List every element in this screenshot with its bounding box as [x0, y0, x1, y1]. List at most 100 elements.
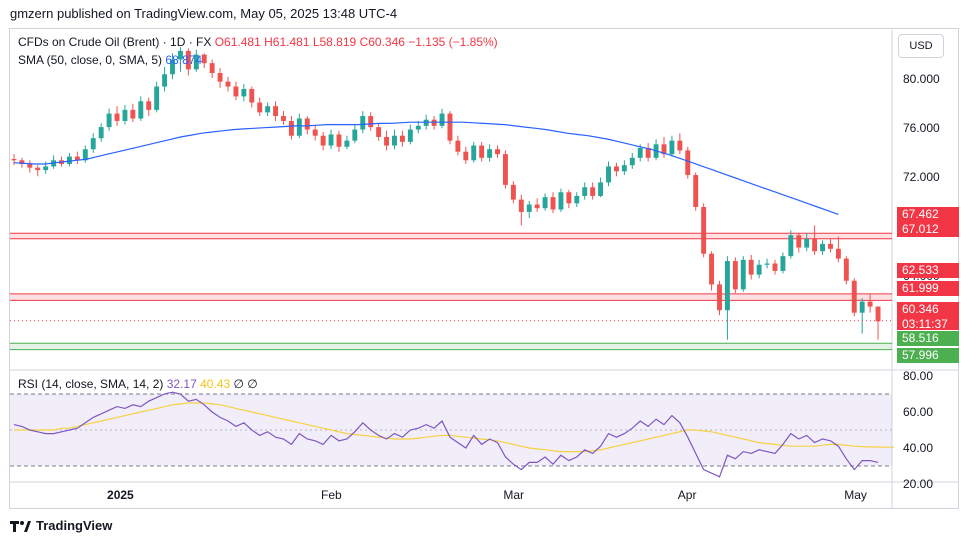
candle: [685, 146, 691, 179]
candle-body: [273, 106, 279, 117]
candle-body: [661, 144, 667, 155]
candle: [114, 106, 120, 126]
high-value: H61.481: [264, 35, 310, 49]
level-price-tag: 67.012: [897, 222, 959, 237]
candle-body: [217, 73, 223, 82]
candle-body: [542, 197, 548, 209]
candle: [122, 104, 128, 125]
level-zones: [10, 232, 892, 351]
candle-body: [384, 136, 390, 146]
candle: [526, 200, 532, 219]
candle: [384, 130, 390, 151]
sma-label: SMA (50, close, 0, SMA, 5): [18, 53, 163, 67]
candle-body: [748, 259, 754, 275]
candle: [510, 181, 516, 204]
candle-body: [526, 204, 532, 212]
candle: [740, 256, 746, 292]
candle-body: [637, 147, 643, 158]
grid-lines: [10, 30, 958, 508]
rsi-legend[interactable]: RSI (14, close, SMA, 14, 2) 32.17 40.43 …: [18, 377, 258, 391]
candle: [796, 232, 802, 253]
candle-body: [296, 118, 302, 136]
resistance-zone-upper: [10, 233, 892, 239]
level-price-tag: 62.533: [897, 263, 959, 278]
candle: [328, 129, 334, 150]
candle: [828, 238, 833, 253]
candle: [407, 124, 413, 145]
candle: [732, 257, 738, 294]
candle-body: [645, 147, 651, 158]
candle-body: [558, 192, 564, 210]
candle-body: [479, 145, 485, 158]
candle: [606, 161, 611, 187]
candle-body: [138, 101, 144, 119]
candle: [399, 130, 405, 147]
candle: [764, 258, 770, 269]
candle: [487, 144, 493, 162]
candle: [851, 278, 857, 317]
candle-body: [35, 167, 41, 171]
currency-button[interactable]: USD: [898, 34, 944, 58]
candle: [502, 150, 508, 189]
candle-body: [122, 109, 128, 121]
candle-body: [582, 187, 588, 196]
support-zone: [10, 343, 892, 350]
candle: [495, 145, 500, 158]
candle: [669, 135, 675, 157]
candle: [162, 66, 168, 92]
main-legend[interactable]: CFDs on Crude Oil (Brent) · 1D · FX O61.…: [18, 35, 498, 49]
candle-body: [621, 165, 627, 172]
candle-body: [732, 261, 738, 290]
candle-body: [320, 135, 326, 146]
candle: [265, 102, 271, 117]
candle-body: [352, 129, 358, 141]
candle-body: [463, 151, 469, 161]
candle: [756, 259, 762, 279]
candle: [590, 182, 596, 200]
candle: [613, 162, 619, 177]
candle-body: [756, 264, 762, 275]
candle-body: [328, 134, 334, 146]
candle: [820, 240, 826, 255]
candle-body: [19, 160, 25, 164]
candle-body: [867, 301, 873, 307]
candle-body: [344, 140, 350, 147]
candle-body: [859, 301, 865, 313]
candle-body: [281, 116, 286, 121]
rsi-line: [13, 391, 879, 478]
candle-body: [368, 116, 374, 128]
candle: [257, 97, 263, 117]
candle: [35, 165, 41, 177]
candle-body: [812, 238, 818, 252]
candle-body: [170, 59, 175, 75]
candle: [138, 96, 144, 121]
rsi-ma-value: 40.43: [200, 377, 231, 391]
candle-body: [598, 182, 604, 196]
candle-body: [534, 204, 540, 209]
candle-body: [828, 243, 833, 249]
time-tick-label: Apr: [677, 488, 697, 502]
candle: [185, 48, 191, 76]
candle-body: [447, 113, 453, 141]
candle-body: [590, 187, 596, 196]
candle: [193, 49, 199, 72]
candle-body: [90, 138, 96, 150]
candle: [550, 192, 556, 214]
candle: [439, 108, 445, 129]
candle: [843, 256, 849, 285]
candle-body: [304, 118, 310, 130]
candle: [344, 135, 350, 150]
candle-body: [613, 166, 619, 172]
candle-body: [74, 156, 80, 161]
rsi-extra-2: ∅: [247, 377, 258, 391]
candle-body: [455, 140, 461, 152]
footer-brand[interactable]: TradingView: [10, 518, 112, 533]
sma-legend[interactable]: SMA (50, close, 0, SMA, 5) 68.874: [18, 53, 202, 67]
candle-body: [225, 81, 231, 87]
current-price-value: 60.346: [902, 302, 939, 316]
candle-body: [495, 149, 500, 155]
candle-body: [669, 140, 675, 155]
candle: [463, 146, 469, 164]
candle: [66, 152, 72, 167]
